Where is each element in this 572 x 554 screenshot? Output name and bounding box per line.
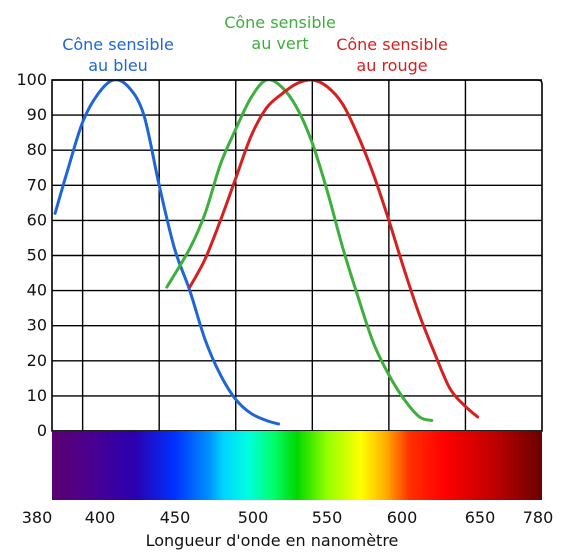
series-line-1 [165,80,434,422]
plot-border [51,79,543,432]
series-label-1-line-1: au vert [251,34,308,53]
y-tick-label-3: 30 [27,316,47,335]
spectrum-bar [52,431,542,500]
series-label-1-line-0: Cône sensible [224,13,336,32]
y-tick-label-6: 60 [27,210,47,229]
x-axis-ticks: 380 400 450 500 550 600 650 780 [22,508,554,527]
y-tick-label-1: 10 [27,386,47,405]
plot-frame [51,79,543,432]
series-label-2-line-0: Cône sensible [336,35,448,54]
series-lines [53,80,480,426]
y-tick-label-9: 90 [27,105,47,124]
grid-lines [52,79,542,432]
series-label-0-line-0: Cône sensible [62,35,174,54]
x-tick-label-3: 500 [238,508,269,527]
x-tick-label-6: 650 [465,508,496,527]
series-labels: Cône sensible au bleu Cône sensible au vert… [62,13,448,75]
y-tick-label-5: 50 [27,246,47,265]
x-tick-label-2: 450 [160,508,191,527]
series-line-0 [53,80,281,426]
spectrum-gradient-bar [52,431,542,500]
x-axis-title: Longueur d'onde en nanomètre [146,531,399,550]
x-tick-label-5: 600 [387,508,418,527]
x-tick-label-4: 550 [312,508,343,527]
y-tick-label-2: 20 [27,351,47,370]
series-label-0-line-1: au bleu [88,56,148,75]
series-label-2-line-1: au rouge [356,56,427,75]
series-line-2 [188,80,480,419]
y-tick-label-4: 40 [27,281,47,300]
y-axis-ticks: 0 10 20 30 40 50 60 70 80 90 100 [16,70,47,440]
y-tick-label-7: 70 [27,175,47,194]
x-tick-label-0: 380 [22,508,53,527]
y-tick-label-10: 100 [16,70,47,89]
y-tick-label-8: 80 [27,140,47,159]
y-tick-label-0: 0 [37,421,47,440]
x-tick-label-1: 400 [85,508,116,527]
x-tick-label-7: 780 [523,508,554,527]
